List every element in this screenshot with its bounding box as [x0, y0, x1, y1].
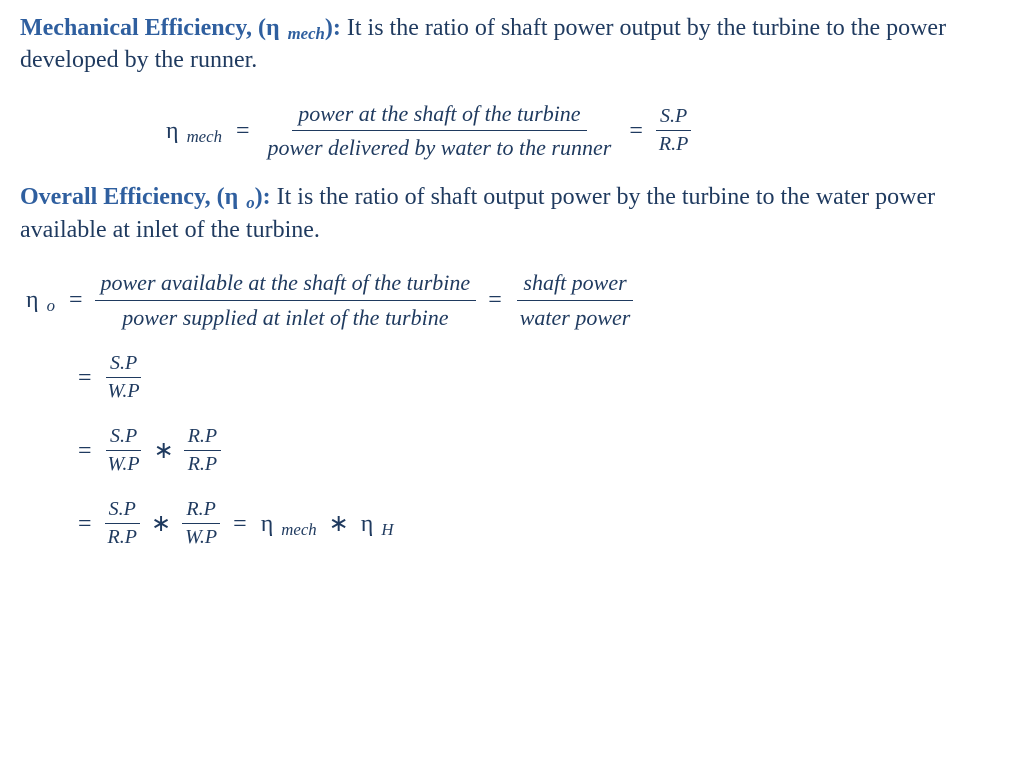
- mech-eff-equation: η mech = power at the shaft of the turbi…: [160, 99, 1004, 163]
- overall-eff-equation-1: η o = power available at the shaft of th…: [20, 268, 1004, 332]
- overall-eff-equation-2: = S.P W.P: [70, 350, 1004, 405]
- overall-eff-heading: Overall Efficiency, (η o):: [20, 184, 277, 210]
- mechanical-efficiency-definition: Mechanical Efficiency, (η mech): It is t…: [20, 12, 1004, 77]
- overall-efficiency-definition: Overall Efficiency, (η o): It is the rat…: [20, 181, 1004, 246]
- overall-eff-equation-3: = S.P W.P ∗ R.P R.P: [70, 423, 1004, 478]
- overall-eff-equation-4: = S.P R.P ∗ R.P W.P = η mech ∗ η H: [70, 496, 1004, 551]
- mech-eff-heading: Mechanical Efficiency, (η mech):: [20, 15, 347, 41]
